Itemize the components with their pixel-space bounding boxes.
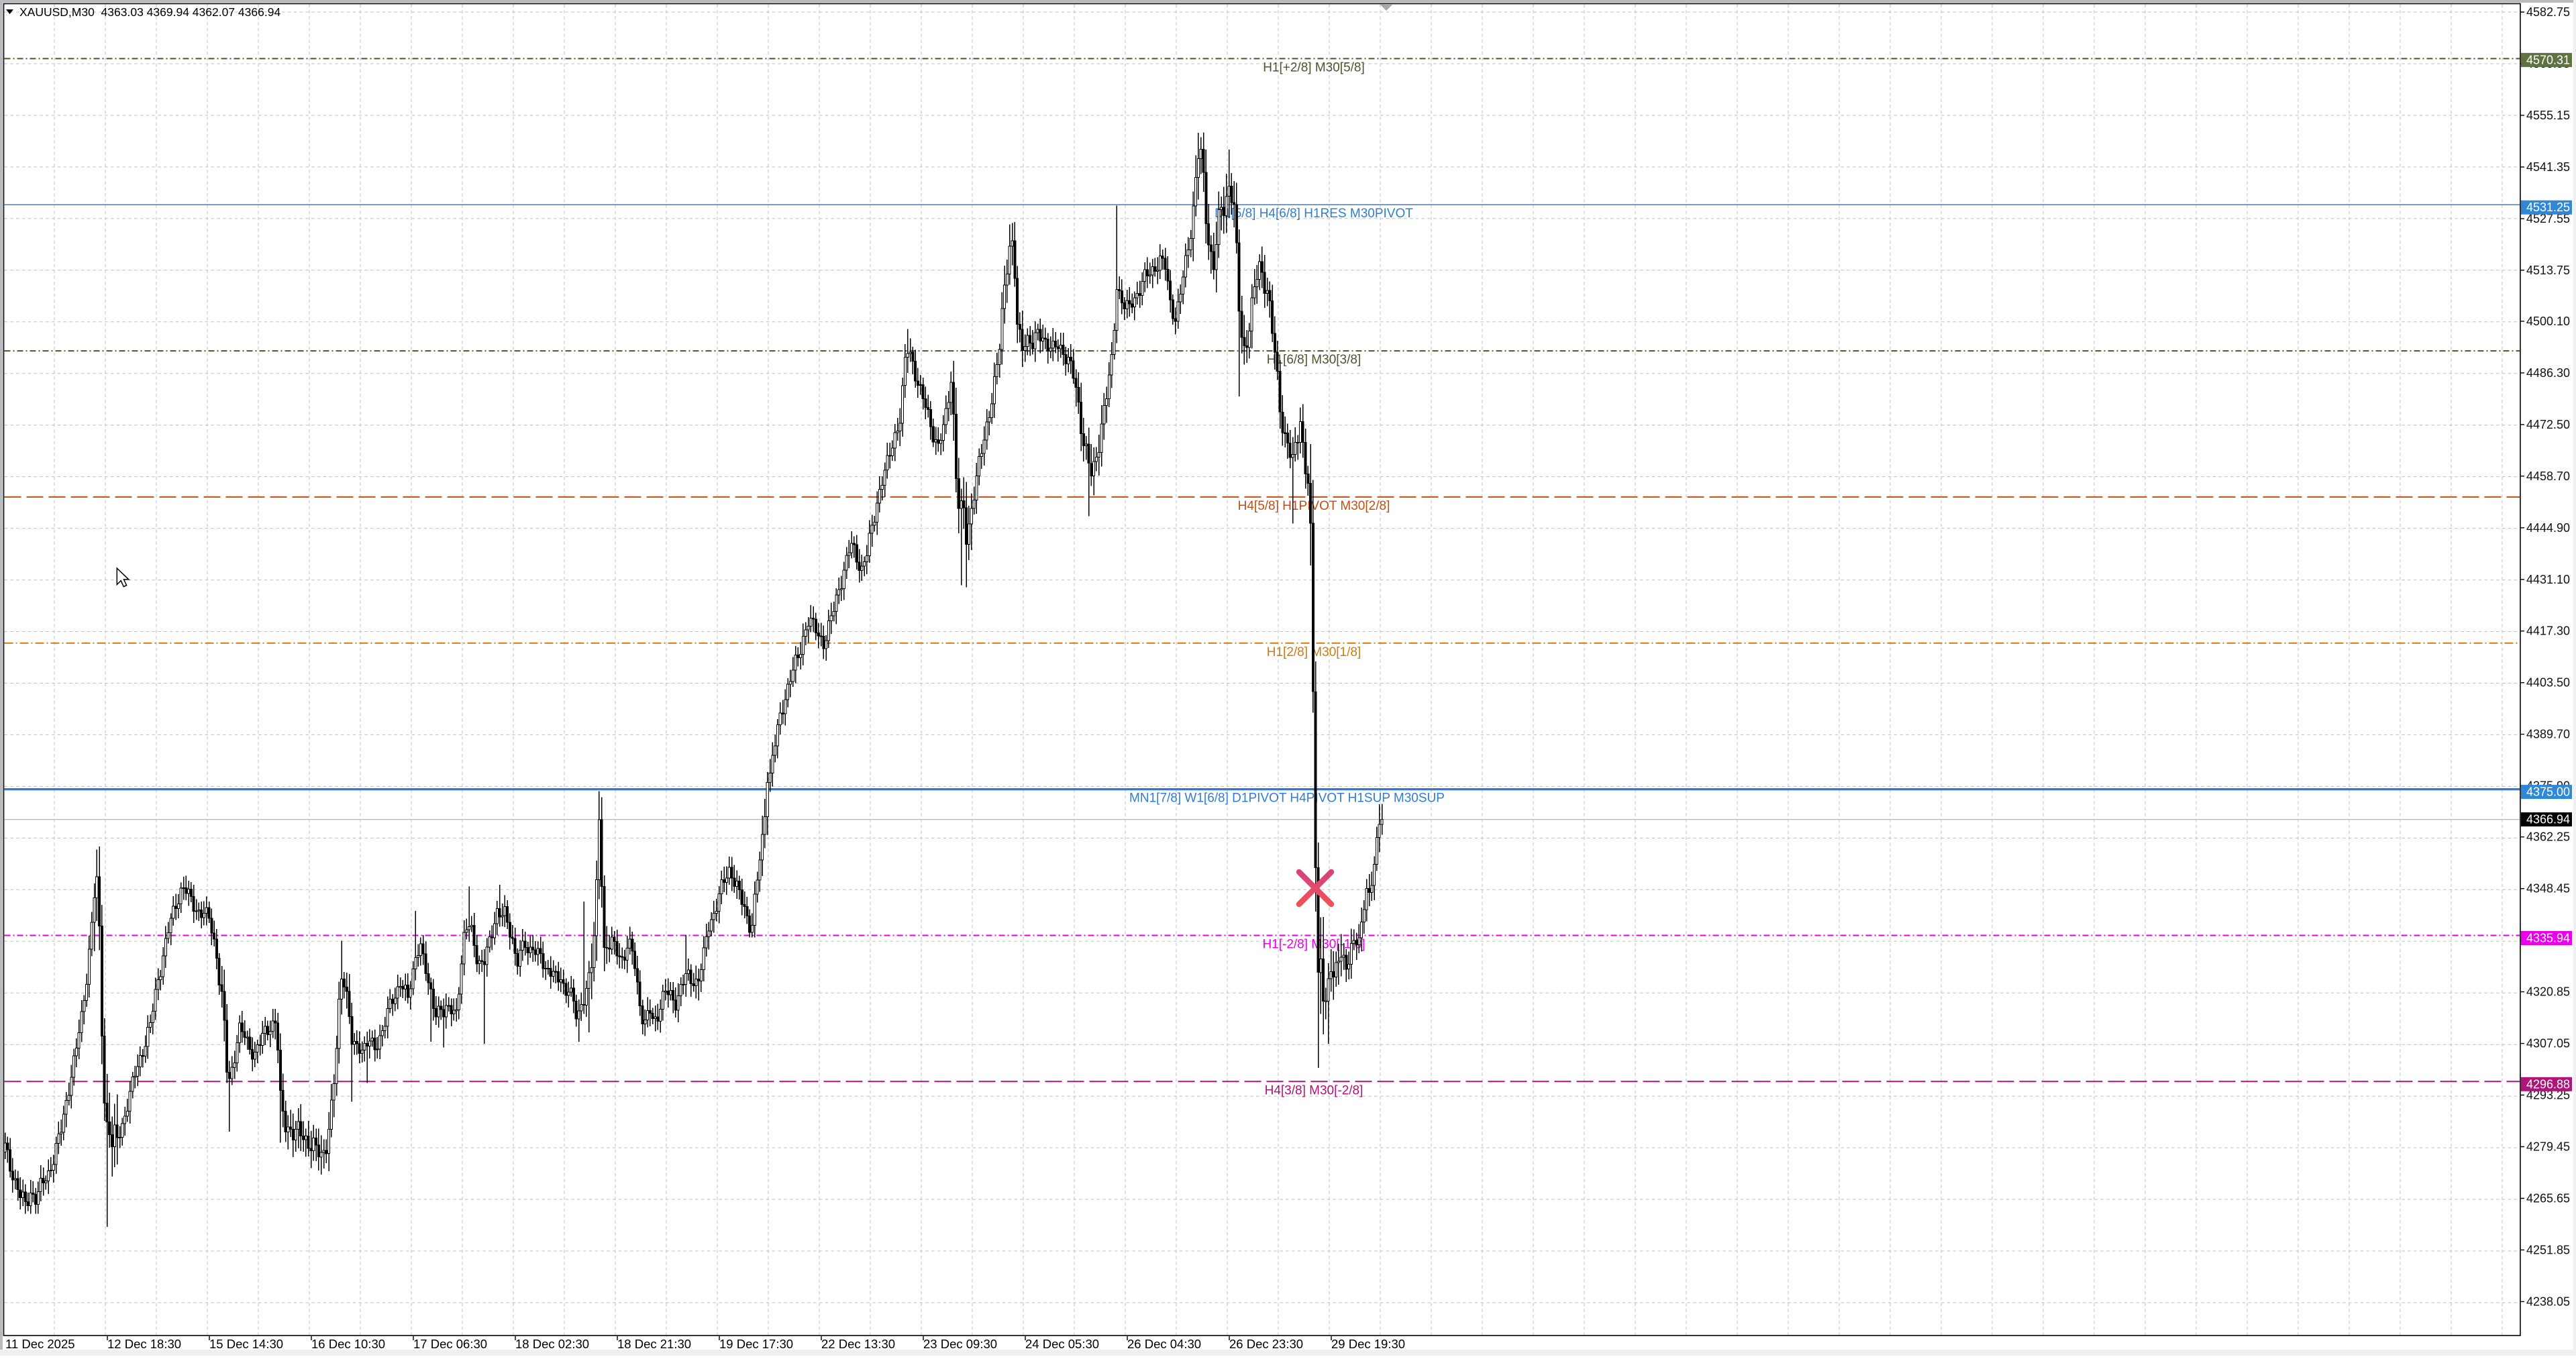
svg-text:4375.00: 4375.00 <box>2526 785 2570 799</box>
svg-text:23 Dec 09:30: 23 Dec 09:30 <box>923 1337 997 1351</box>
svg-text:19 Dec 17:30: 19 Dec 17:30 <box>719 1337 793 1351</box>
svg-text:4527.55: 4527.55 <box>2526 212 2570 225</box>
svg-text:22 Dec 13:30: 22 Dec 13:30 <box>821 1337 895 1351</box>
svg-text:H1[6/8] M30[3/8]: H1[6/8] M30[3/8] <box>1267 353 1361 367</box>
svg-text:4348.45: 4348.45 <box>2526 882 2570 895</box>
svg-text:4296.88: 4296.88 <box>2526 1077 2570 1091</box>
svg-text:4570.31: 4570.31 <box>2526 53 2570 66</box>
svg-text:H4[5/8] H1PIVOT M30[2/8]: H4[5/8] H1PIVOT M30[2/8] <box>1238 499 1390 513</box>
svg-text:11 Dec 2025: 11 Dec 2025 <box>5 1337 75 1351</box>
svg-text:XAUUSD,M30 4363.03 4369.94 43: XAUUSD,M30 4363.03 4369.94 4362.07 4366.… <box>19 5 280 19</box>
svg-text:4582.75: 4582.75 <box>2526 5 2570 19</box>
svg-text:15 Dec 14:30: 15 Dec 14:30 <box>209 1337 283 1351</box>
svg-text:4403.50: 4403.50 <box>2526 676 2570 690</box>
svg-text:4500.10: 4500.10 <box>2526 315 2570 328</box>
svg-text:4531.25: 4531.25 <box>2526 201 2570 214</box>
svg-text:17 Dec 06:30: 17 Dec 06:30 <box>413 1337 487 1351</box>
svg-text:4320.85: 4320.85 <box>2526 985 2570 999</box>
svg-text:4238.05: 4238.05 <box>2526 1295 2570 1308</box>
svg-text:12 Dec 18:30: 12 Dec 18:30 <box>107 1337 181 1351</box>
svg-text:4335.94: 4335.94 <box>2526 932 2570 945</box>
svg-text:H1[-2/8] M30[-1/8]: H1[-2/8] M30[-1/8] <box>1262 938 1365 952</box>
svg-text:4444.90: 4444.90 <box>2526 521 2570 535</box>
svg-text:D1[5/8] H4[6/8] H1RES M30PIVOT: D1[5/8] H4[6/8] H1RES M30PIVOT <box>1215 207 1413 221</box>
svg-text:4251.85: 4251.85 <box>2526 1243 2570 1256</box>
svg-text:24 Dec 05:30: 24 Dec 05:30 <box>1025 1337 1099 1351</box>
svg-text:26 Dec 23:30: 26 Dec 23:30 <box>1229 1337 1303 1351</box>
svg-text:4541.35: 4541.35 <box>2526 160 2570 174</box>
svg-text:4362.25: 4362.25 <box>2526 830 2570 844</box>
svg-text:4472.50: 4472.50 <box>2526 418 2570 431</box>
svg-text:4389.70: 4389.70 <box>2526 728 2570 741</box>
svg-text:4458.70: 4458.70 <box>2526 470 2570 483</box>
svg-text:18 Dec 02:30: 18 Dec 02:30 <box>515 1337 589 1351</box>
svg-text:26 Dec 04:30: 26 Dec 04:30 <box>1127 1337 1201 1351</box>
svg-text:29 Dec 19:30: 29 Dec 19:30 <box>1331 1337 1405 1351</box>
svg-text:4279.45: 4279.45 <box>2526 1140 2570 1154</box>
svg-text:H1[+2/8] M30[5/8]: H1[+2/8] M30[5/8] <box>1263 60 1365 74</box>
svg-text:4486.30: 4486.30 <box>2526 366 2570 380</box>
svg-text:4417.30: 4417.30 <box>2526 624 2570 638</box>
svg-text:4307.05: 4307.05 <box>2526 1037 2570 1050</box>
svg-text:MN1[7/8] W1[6/8] D1PIVOT H4PIV: MN1[7/8] W1[6/8] D1PIVOT H4PIVOT H1SUP M… <box>1129 792 1445 806</box>
svg-text:4293.25: 4293.25 <box>2526 1089 2570 1102</box>
svg-text:4265.65: 4265.65 <box>2526 1192 2570 1205</box>
svg-text:4431.10: 4431.10 <box>2526 573 2570 586</box>
svg-text:16 Dec 10:30: 16 Dec 10:30 <box>311 1337 385 1351</box>
svg-text:4513.75: 4513.75 <box>2526 264 2570 277</box>
svg-text:4366.94: 4366.94 <box>2526 813 2570 826</box>
svg-text:H4[3/8] M30[-2/8]: H4[3/8] M30[-2/8] <box>1265 1083 1363 1097</box>
svg-text:4555.15: 4555.15 <box>2526 109 2570 122</box>
svg-text:18 Dec 21:30: 18 Dec 21:30 <box>617 1337 691 1351</box>
